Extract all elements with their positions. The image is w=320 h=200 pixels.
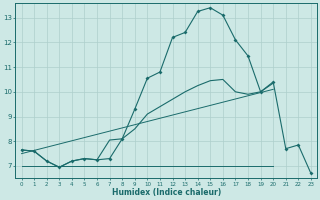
X-axis label: Humidex (Indice chaleur): Humidex (Indice chaleur)	[112, 188, 221, 197]
